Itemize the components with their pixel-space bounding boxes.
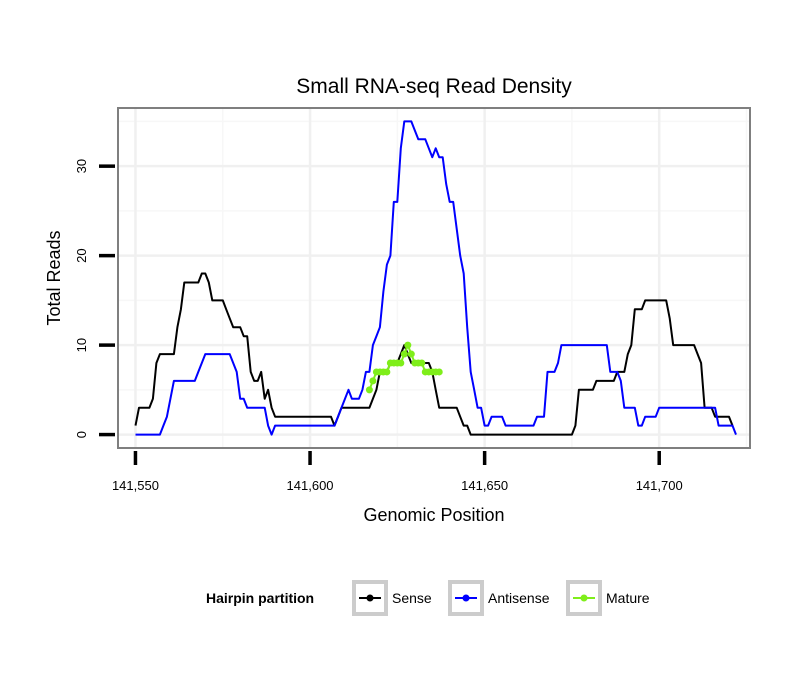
x-tick-label: 141,550: [112, 478, 159, 493]
data-point-mature: [435, 368, 443, 376]
data-point-mature: [383, 368, 391, 376]
legend-label-mature: Mature: [606, 590, 650, 606]
legend: Hairpin partition Sense Antisense Mature: [206, 580, 650, 616]
series-line-antisense: [135, 120, 737, 436]
data-point-mature: [397, 359, 405, 367]
x-axis-title: Genomic Position: [363, 505, 504, 525]
plot-background: [118, 108, 750, 448]
x-tick-label: 141,650: [461, 478, 508, 493]
y-tick-label: 0: [74, 431, 89, 438]
legend-title: Hairpin partition: [206, 590, 314, 606]
axes: 141,550 141,600 141,650 141,700 0 10 20 30: [74, 159, 683, 493]
legend-marker-mature: [580, 594, 588, 602]
legend-label-antisense: Antisense: [488, 590, 550, 606]
legend-marker-antisense: [462, 594, 470, 602]
plot-border: [117, 107, 751, 449]
data-point-mature: [400, 350, 408, 358]
legend-label-sense: Sense: [392, 590, 432, 606]
y-tick-label: 20: [74, 248, 89, 262]
x-tick-label: 141,600: [287, 478, 334, 493]
y-tick-label: 10: [74, 338, 89, 352]
y-axis-title: Total Reads: [44, 230, 64, 325]
y-tick-label: 30: [74, 159, 89, 173]
x-tick-label: 141,700: [636, 478, 683, 493]
data-point-mature: [404, 341, 412, 349]
legend-marker-sense: [366, 594, 374, 602]
data-point-mature: [369, 377, 377, 385]
series-layer: [134, 120, 737, 436]
chart-title: Small RNA-seq Read Density: [296, 75, 572, 98]
data-point-mature: [407, 350, 415, 358]
plot-panel: [118, 108, 750, 448]
data-point-mature: [365, 386, 373, 394]
data-point-mature: [418, 359, 426, 367]
